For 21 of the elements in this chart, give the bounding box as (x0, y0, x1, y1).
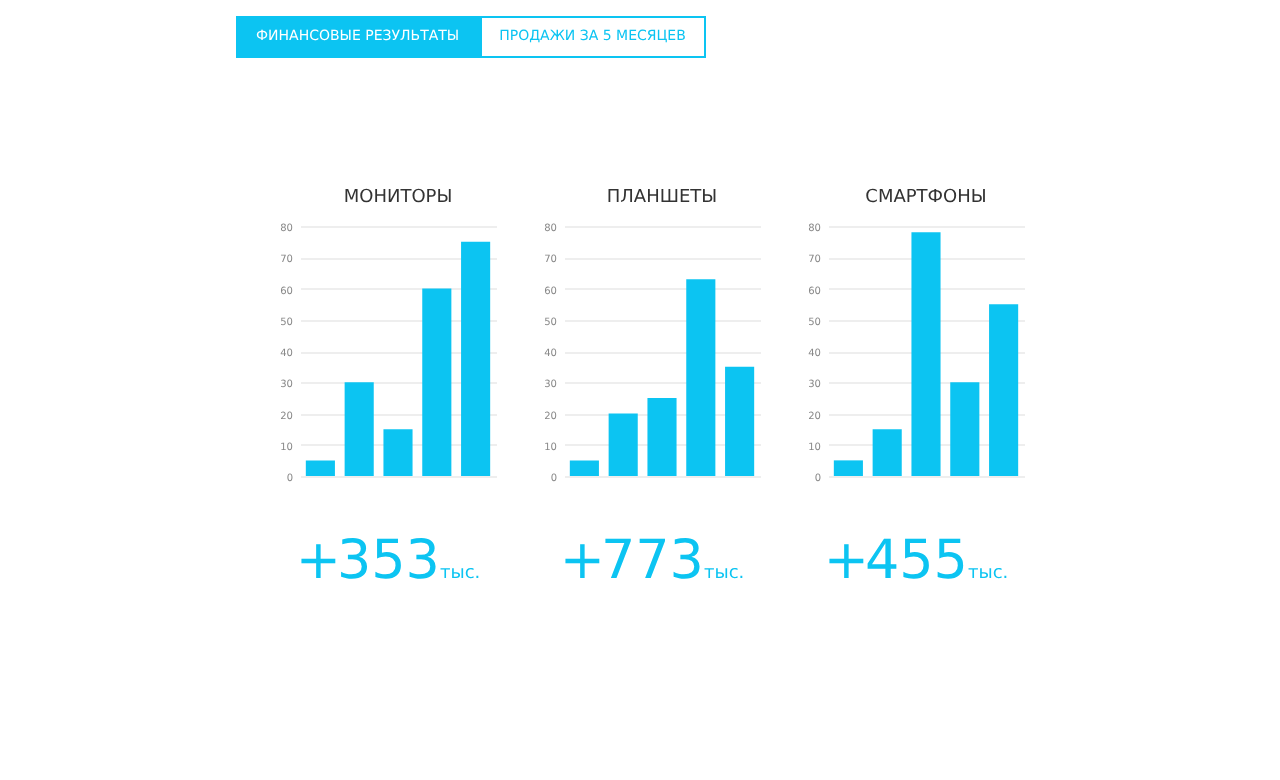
bar (460, 241, 490, 476)
bar (949, 382, 979, 476)
bar (607, 413, 637, 476)
bar (724, 366, 754, 476)
chart-title: ПЛАНШЕТЫ (605, 188, 717, 208)
text: +455тыс. (823, 530, 1009, 592)
chart-title: МОНИТОРЫ (342, 188, 452, 208)
bar (871, 429, 901, 476)
chart-title: СМАРТФОНЫ (864, 188, 986, 208)
bar (382, 429, 412, 476)
bar (343, 382, 373, 476)
text: +773тыс. (559, 530, 745, 592)
text: +353тыс. (295, 530, 481, 592)
bar (304, 460, 334, 476)
bar (646, 397, 676, 476)
bar (988, 304, 1018, 476)
bar (832, 460, 862, 476)
bar (910, 232, 940, 476)
bar (568, 460, 598, 476)
bar (685, 279, 715, 476)
bar (421, 288, 451, 476)
